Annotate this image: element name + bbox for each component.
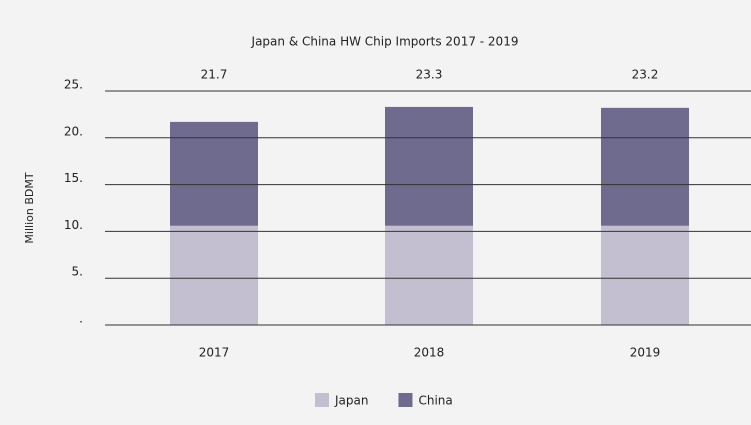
y-tick-label: 20.	[64, 124, 83, 138]
bar-segment	[385, 225, 473, 325]
legend-swatch	[398, 393, 413, 407]
bar-segment	[170, 225, 258, 325]
total-label: 21.7	[201, 68, 228, 82]
y-tick-label: 25.	[64, 78, 83, 92]
bar-segment	[170, 121, 258, 226]
total-label: 23.2	[632, 68, 659, 82]
x-tick-label: 2017	[199, 346, 230, 360]
legend-label: Japan	[334, 394, 368, 408]
bar-segment	[601, 107, 689, 226]
x-tick-label: 2018	[414, 346, 445, 360]
total-label: 23.3	[416, 68, 443, 82]
bar-segment	[601, 225, 689, 325]
legend-swatch	[315, 393, 329, 407]
y-tick-label: 15.	[64, 171, 83, 185]
bar-segment	[385, 106, 473, 226]
x-tick-label: 2019	[630, 346, 661, 360]
y-tick-label: .	[79, 312, 83, 326]
legend-label: China	[418, 394, 452, 408]
y-tick-label: 5.	[72, 265, 83, 279]
y-axis-label: Million BDMT	[23, 172, 36, 243]
chart-title: Japan & China HW Chip Imports 2017 - 201…	[251, 35, 519, 49]
y-tick-label: 10.	[64, 218, 83, 232]
